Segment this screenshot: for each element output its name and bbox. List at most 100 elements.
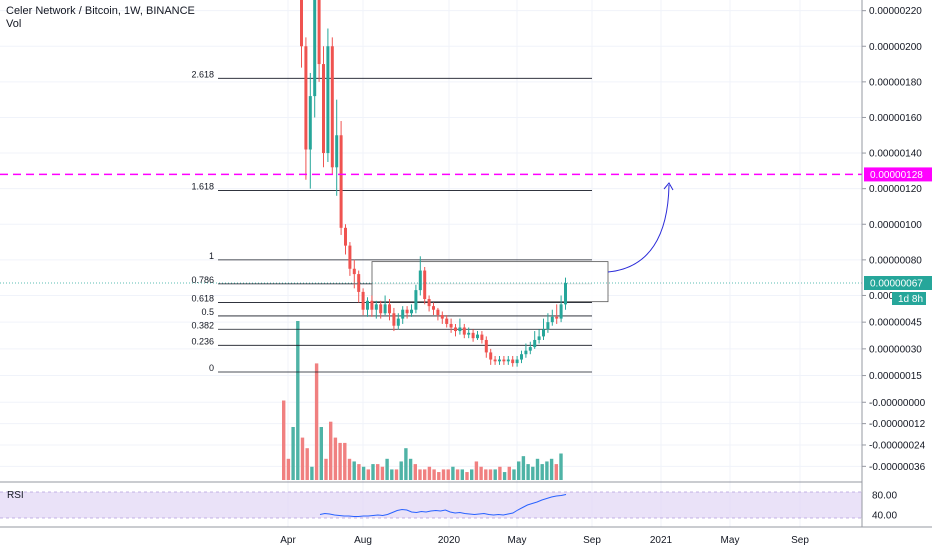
candle-body xyxy=(476,334,479,339)
grid xyxy=(0,0,862,527)
candle-body xyxy=(484,339,488,353)
candle-body xyxy=(537,336,541,340)
volume-bar xyxy=(460,469,464,480)
volume-bar xyxy=(418,469,422,480)
price-tick-label: 0.00000120 xyxy=(869,184,922,195)
candle-body xyxy=(388,304,391,314)
volume-bar xyxy=(329,421,333,480)
fib-level-label: 1.618 xyxy=(191,181,214,191)
volume-bar xyxy=(408,458,413,480)
rsi-tick-label: 40.00 xyxy=(872,511,897,522)
candle-body xyxy=(344,227,347,246)
volume-bar xyxy=(319,427,323,480)
candle-body xyxy=(467,332,471,335)
candle-body xyxy=(502,359,506,362)
volume-bar xyxy=(305,448,309,480)
volume-bar xyxy=(507,466,511,480)
rsi-label[interactable]: RSI xyxy=(7,490,24,501)
candle-body xyxy=(524,350,528,355)
volume-bar xyxy=(437,472,441,480)
volume-bar xyxy=(549,458,554,480)
volume-bar xyxy=(488,469,493,480)
candle-body xyxy=(418,270,422,291)
price-tags: 0.00000128 0.00000067 1d 8h xyxy=(864,167,932,305)
annotations[interactable] xyxy=(0,173,862,284)
resistance-box[interactable] xyxy=(371,261,609,303)
price-tick-label: 0.00000140 xyxy=(869,149,922,160)
fib-level-label: 0.382 xyxy=(191,320,214,330)
chart-legend: Celer Network / Bitcoin, 1W, BINANCE Vol xyxy=(6,5,195,31)
time-tick-label: Aug xyxy=(354,535,372,546)
volume-bar xyxy=(531,466,535,480)
target-price-tag-bg xyxy=(864,167,932,182)
candle-body xyxy=(405,309,409,314)
countdown-tag-bg xyxy=(892,292,926,305)
candle-body xyxy=(392,313,396,326)
volume-bar xyxy=(423,469,427,480)
volume-bar xyxy=(498,466,502,480)
candle-body xyxy=(339,135,343,228)
candle-body xyxy=(445,318,449,324)
price-tick-label: 0.0000 xyxy=(869,291,900,302)
price-tick-label: -0.00000012 xyxy=(869,419,926,430)
time-tick-label: Apr xyxy=(280,535,296,546)
volume-bar xyxy=(521,456,526,480)
time-tick-label: 2020 xyxy=(438,535,461,546)
volume-bar xyxy=(394,469,399,480)
candle-body xyxy=(458,327,462,332)
candle-body xyxy=(383,304,387,314)
price-tick-label: 0.00000200 xyxy=(869,42,922,53)
candle-body xyxy=(533,339,537,348)
projection-arrow[interactable] xyxy=(607,184,670,273)
candle-body xyxy=(564,283,567,305)
volume-bar xyxy=(432,469,436,480)
volume-bar xyxy=(352,461,356,480)
candle-body xyxy=(335,135,339,168)
candle-body xyxy=(449,323,453,328)
candle-body xyxy=(352,268,356,275)
candle-body xyxy=(436,309,440,316)
candle-body xyxy=(546,322,550,330)
volume-bar xyxy=(286,458,291,480)
time-tick-label: Sep xyxy=(583,535,601,546)
volume-bar xyxy=(545,461,549,480)
price-tick-label: 0.00000030 xyxy=(869,344,922,355)
candle-body xyxy=(357,274,361,292)
candle-body xyxy=(440,315,444,319)
volume-bar xyxy=(291,427,295,480)
volume-bar xyxy=(540,464,544,480)
volume-bar xyxy=(484,469,488,480)
symbol-title[interactable]: Celer Network / Bitcoin, 1W, BINANCE xyxy=(6,5,195,17)
candle-body xyxy=(317,0,321,65)
time-tick-label: May xyxy=(721,535,740,546)
candle-body xyxy=(348,245,352,269)
time-tick-label: 2021 xyxy=(650,535,673,546)
candle-body xyxy=(454,327,457,332)
volume-bar xyxy=(474,461,479,480)
volume-bar xyxy=(554,464,558,480)
price-tick-label: 0.00000045 xyxy=(869,318,922,329)
volume-bar xyxy=(310,466,314,480)
candle-body xyxy=(366,300,369,310)
volume-label[interactable]: Vol xyxy=(6,18,22,30)
volume-bar xyxy=(502,472,507,480)
volume-bar xyxy=(366,469,370,480)
fibonacci-retracement[interactable]: 2.618 1.618 1 0.786 0.618 0.5 0.382 0.236 0 xyxy=(191,69,609,373)
price-tick-label: -0.00000000 xyxy=(869,398,926,409)
candle-body xyxy=(432,306,435,310)
candle-body xyxy=(520,354,523,360)
candle-body xyxy=(427,299,431,307)
volume-bar xyxy=(493,469,497,480)
volume-bar xyxy=(338,442,342,480)
candle-body xyxy=(374,304,378,310)
fib-level-label: 1 xyxy=(209,251,214,261)
volume-bar xyxy=(559,453,563,480)
candle-body xyxy=(489,352,493,360)
volume-bar xyxy=(441,469,446,480)
price-tick-label: 0.00000100 xyxy=(869,220,922,231)
fib-level-label: 0.236 xyxy=(191,336,214,346)
volume-bar xyxy=(512,469,516,480)
candle-body xyxy=(410,309,413,314)
price-tick-label: -0.00000024 xyxy=(869,440,926,451)
